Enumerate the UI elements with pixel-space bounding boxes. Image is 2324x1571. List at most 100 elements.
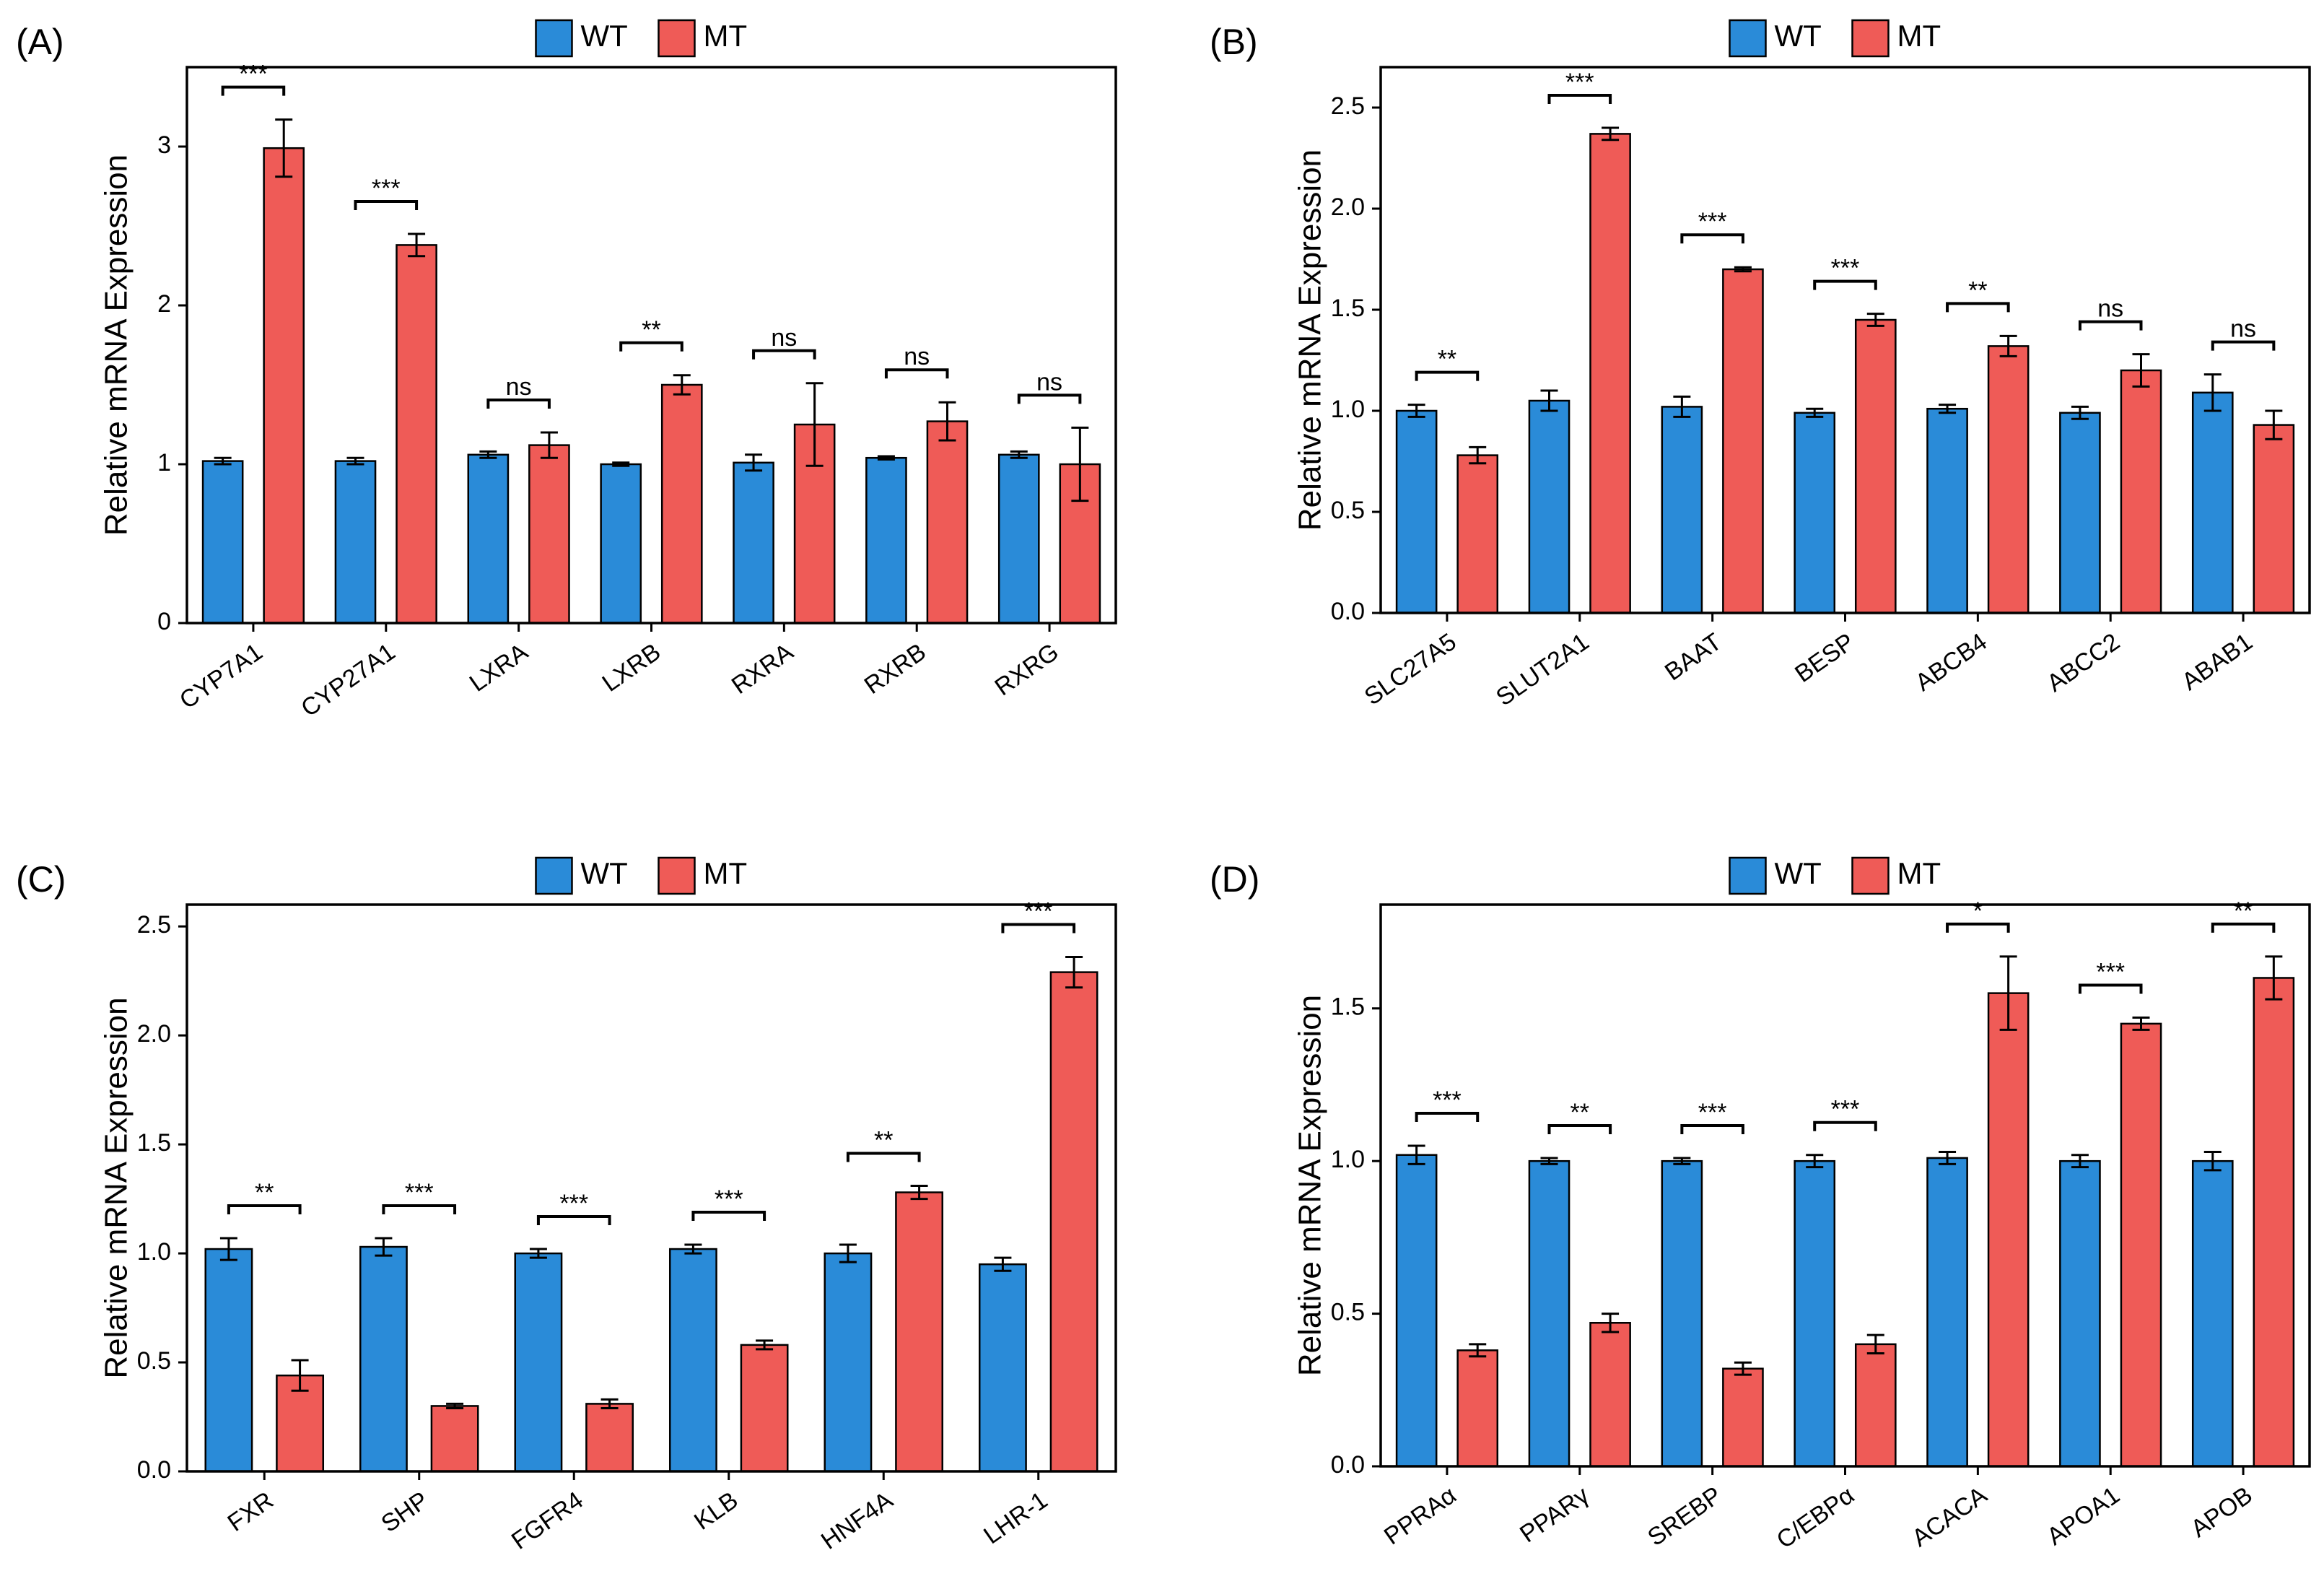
error-bar [1673, 395, 1691, 418]
error-bar [839, 1243, 857, 1263]
error-bar [1734, 266, 1752, 273]
significance-bracket [691, 1211, 766, 1221]
significance-label: ns [506, 373, 532, 401]
significance-label: ** [2234, 897, 2253, 925]
legend-swatch [1729, 856, 1767, 895]
error-bar [1469, 445, 1487, 465]
y-tick-label: 0.5 [137, 1347, 171, 1375]
significance-label: *** [715, 1185, 743, 1213]
error-bar [910, 1184, 928, 1201]
bar [1926, 1157, 1968, 1468]
error-bar [1806, 1154, 1824, 1169]
error-bar [1999, 955, 2017, 1031]
significance-label: *** [239, 61, 268, 88]
bar [334, 460, 377, 625]
error-bar [1866, 313, 1884, 327]
error-bar [756, 1339, 774, 1351]
significance-label: *** [372, 175, 401, 202]
bar [1722, 1367, 1764, 1468]
significance-label: ** [1438, 346, 1456, 373]
bar [1722, 268, 1764, 614]
error-bar [1010, 450, 1028, 459]
y-tick-label: 1.5 [1331, 295, 1365, 322]
significance-label: *** [1433, 1087, 1462, 1114]
bar [1528, 1159, 1571, 1468]
significance-label: *** [1698, 208, 1727, 235]
panel-label: (D) [1210, 859, 1259, 900]
x-tick-label: PPARγ [1515, 1481, 1594, 1549]
x-tick-label: LXRA [465, 638, 533, 697]
bar [1794, 1159, 1836, 1468]
bar [1049, 971, 1098, 1473]
y-tick-label: 1.5 [137, 1129, 171, 1157]
y-tick-label: 2 [157, 290, 171, 318]
legend-label: WT [1775, 19, 1822, 53]
error-bar [1071, 426, 1089, 502]
bar [978, 1263, 1027, 1473]
significance-bracket [2211, 922, 2276, 933]
bar [740, 1344, 789, 1473]
y-tick-label: 1.0 [1331, 1146, 1365, 1173]
error-bar [219, 1237, 237, 1261]
legend-swatch [1729, 19, 1767, 58]
x-tick-label: PPRAα [1379, 1481, 1462, 1551]
panel-label: (A) [16, 22, 64, 62]
bar [1854, 1343, 1897, 1468]
bar [926, 420, 969, 625]
x-tick-label: ABAB1 [2177, 628, 2258, 696]
bar [660, 383, 703, 625]
significance-label: *** [2096, 958, 2125, 985]
error-bar [1806, 407, 1824, 418]
bar [1456, 1349, 1499, 1468]
y-tick-label: 2.0 [137, 1020, 171, 1048]
bar [600, 463, 642, 625]
x-tick-label: KLB [689, 1487, 743, 1536]
legend-label: MT [1897, 856, 1941, 890]
legend-label: WT [1775, 856, 1822, 890]
bar [1854, 318, 1897, 614]
error-bar [1540, 389, 1558, 412]
error-bar [375, 1237, 393, 1257]
significance-bracket [354, 200, 419, 210]
legend-swatch [535, 19, 573, 58]
bar [733, 461, 774, 625]
error-bar [1602, 1313, 1620, 1333]
significance-bracket [1680, 233, 1744, 244]
x-tick-label: ACACA [1907, 1481, 1992, 1553]
y-tick-label: 0.5 [1331, 1299, 1365, 1326]
legend-swatch [658, 856, 696, 895]
legend-swatch [535, 856, 573, 895]
x-tick-label: SREBP [1643, 1481, 1726, 1552]
error-bar [600, 1398, 619, 1409]
significance-label: ** [874, 1126, 893, 1154]
significance-label: *** [559, 1190, 588, 1217]
x-tick-label: CYP27A1 [296, 638, 400, 723]
bar [396, 244, 437, 625]
significance-bracket [382, 1204, 457, 1214]
legend-swatch [1851, 19, 1890, 58]
error-bar [1734, 1361, 1752, 1376]
significance-label: ns [2230, 315, 2256, 343]
bar [2253, 424, 2295, 614]
panel-label: (C) [16, 859, 66, 900]
error-bar [994, 1256, 1012, 1272]
x-tick-label: RXRA [727, 638, 798, 700]
bar [1395, 409, 1438, 614]
x-tick-label: BAAT [1660, 628, 1726, 687]
bar [528, 444, 570, 625]
error-bar [1407, 404, 1425, 418]
x-tick-label: ABCC2 [2042, 628, 2125, 697]
plot-frame [185, 903, 1117, 1473]
bar [2120, 1022, 2162, 1468]
significance-bracket [2078, 983, 2143, 994]
legend-label: MT [1897, 19, 1941, 53]
significance-bracket [1001, 923, 1076, 934]
significance-bracket [221, 85, 286, 96]
bar [1395, 1154, 1438, 1468]
error-bar [2071, 1154, 2089, 1169]
y-tick-label: 1.0 [137, 1238, 171, 1266]
y-tick-label: 0.0 [137, 1456, 171, 1484]
bar [201, 460, 244, 625]
error-bar [2265, 409, 2283, 440]
bar [1794, 412, 1836, 614]
